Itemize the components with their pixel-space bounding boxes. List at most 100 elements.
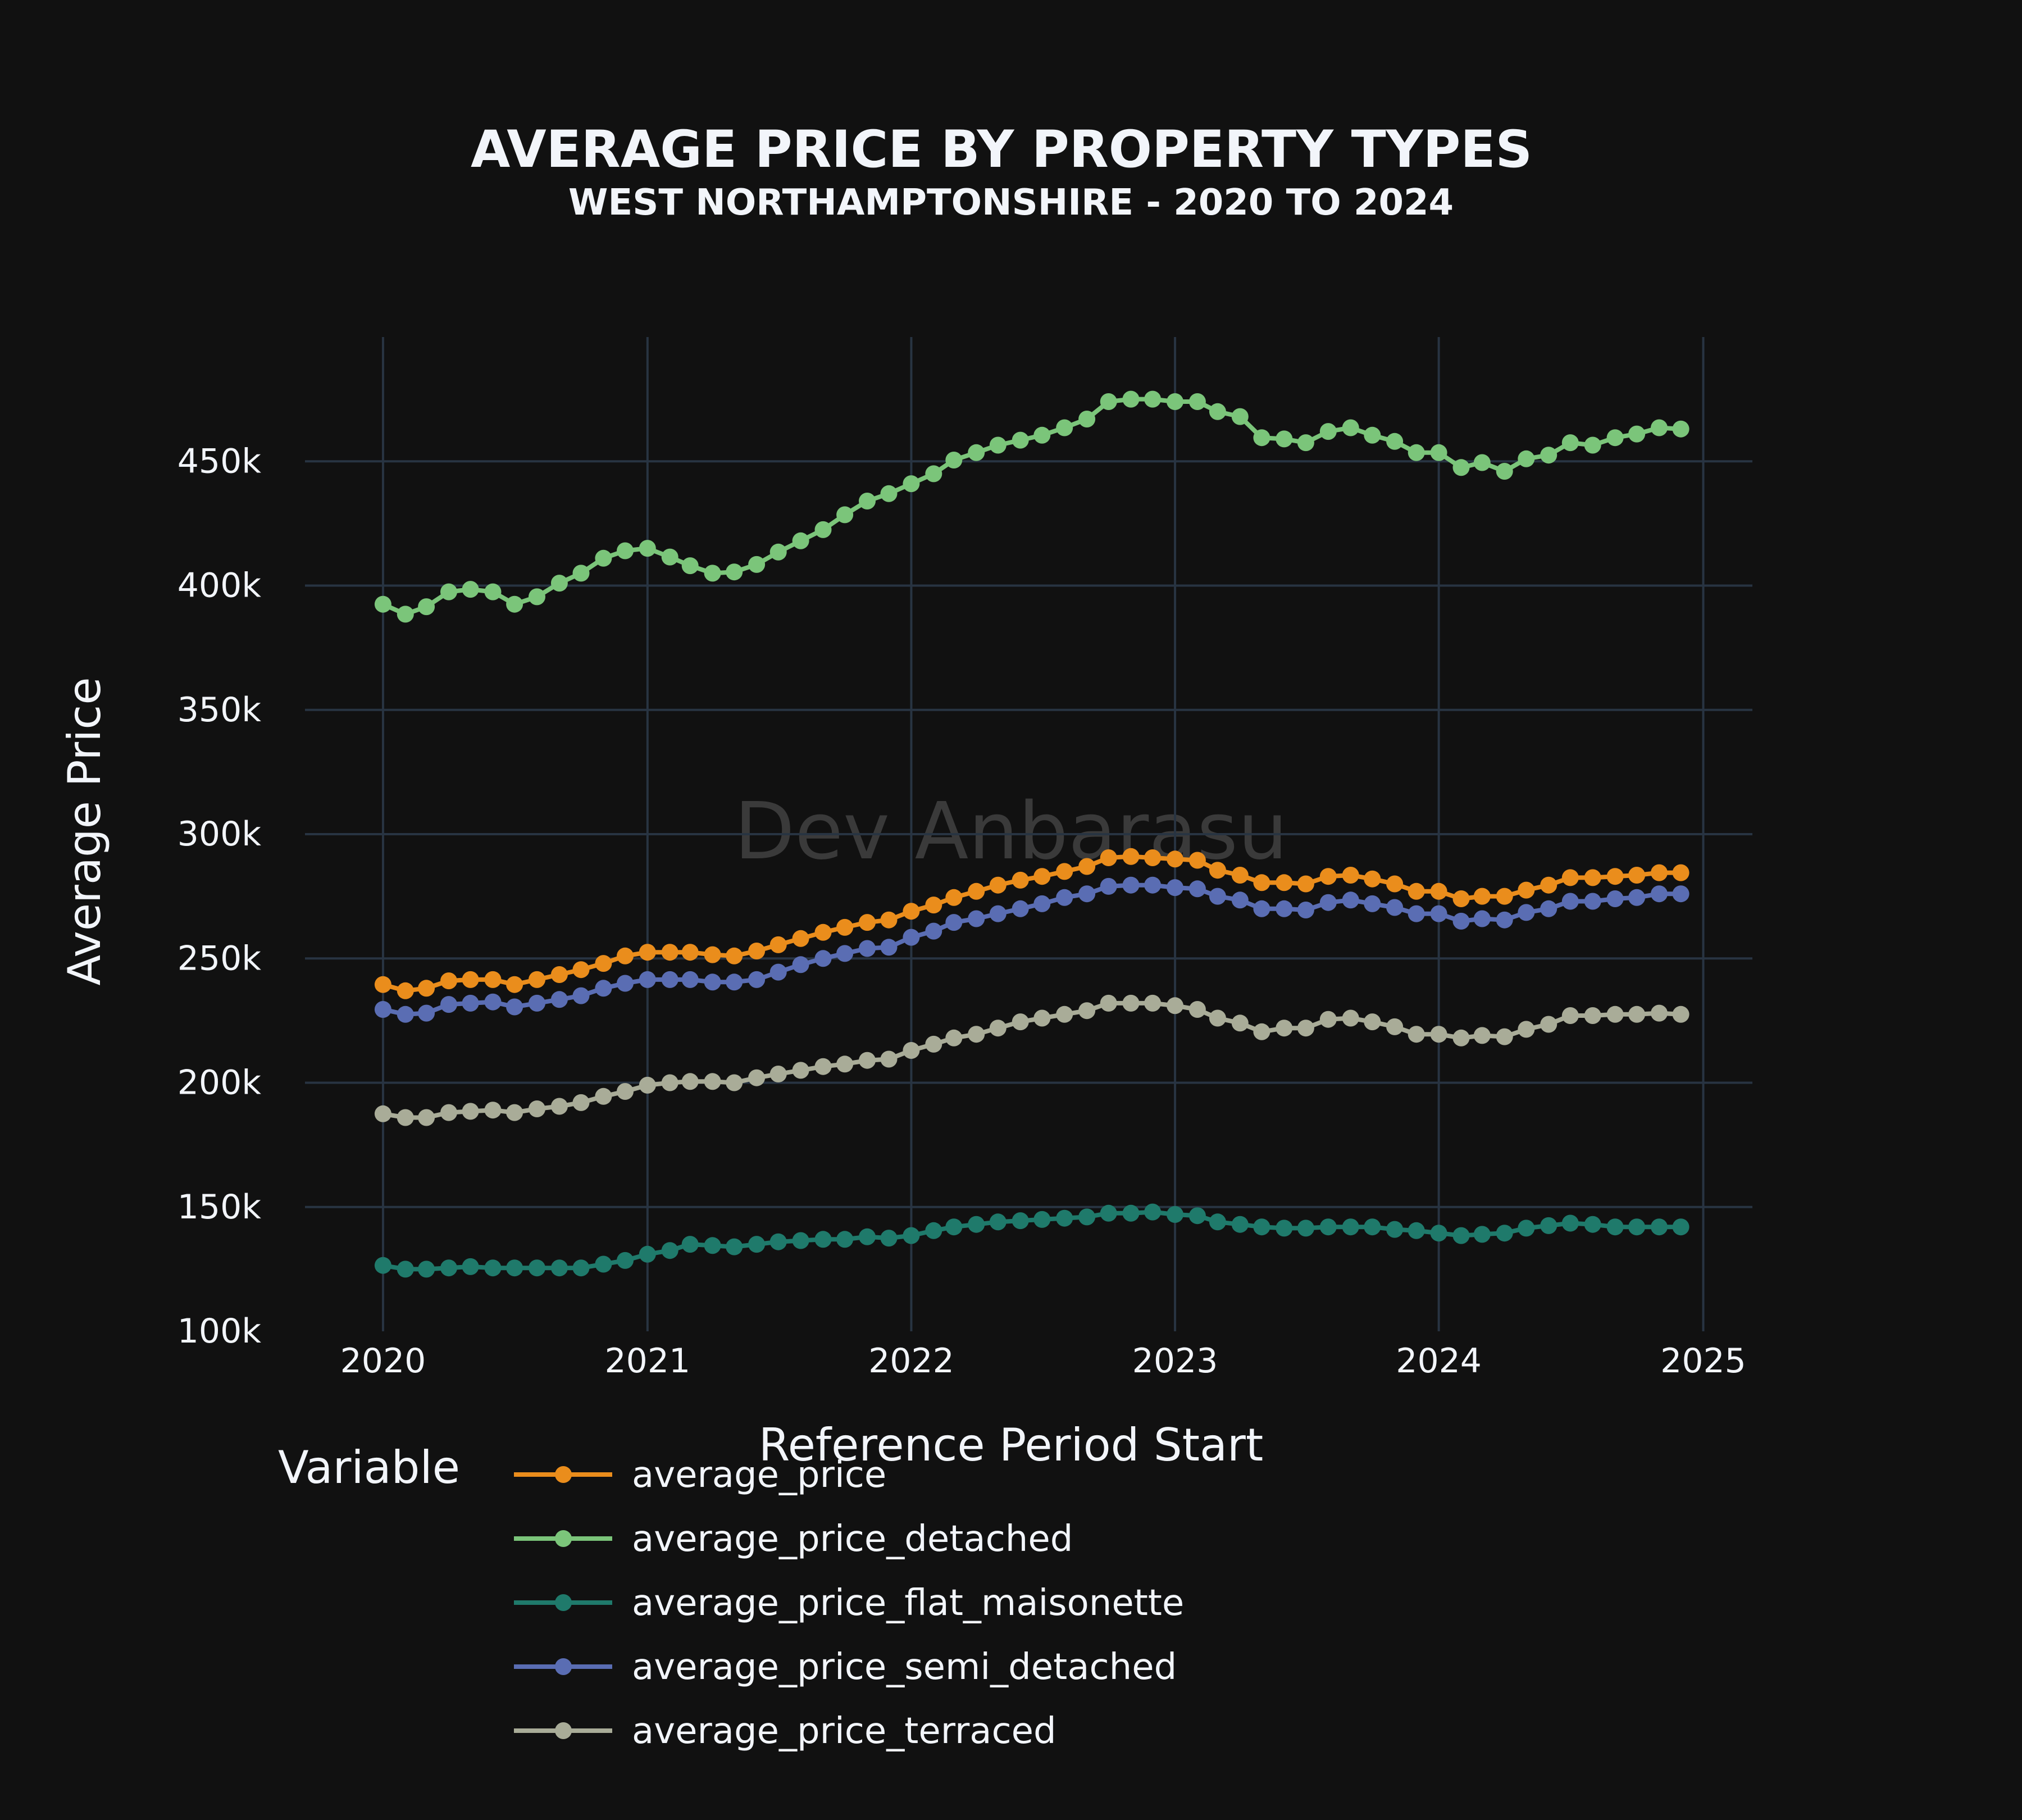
data-point <box>704 1073 721 1090</box>
x-tick-label: 2020 <box>340 1341 426 1381</box>
data-point <box>506 976 523 993</box>
legend-item-average_price_semi_detached[interactable]: average_price_semi_detached <box>514 1646 1177 1688</box>
data-point <box>1253 429 1270 447</box>
data-point <box>1540 447 1558 464</box>
data-point <box>529 994 545 1012</box>
data-point <box>1430 1225 1447 1242</box>
data-point <box>989 1020 1007 1037</box>
data-point <box>880 485 898 502</box>
data-point <box>1209 1213 1226 1231</box>
data-point <box>836 945 854 962</box>
data-point <box>1144 994 1162 1012</box>
data-point <box>506 1104 523 1121</box>
y-tick-label: 350k <box>177 690 262 730</box>
data-point <box>1496 1028 1513 1045</box>
data-point <box>506 595 523 613</box>
data-point <box>1651 864 1668 881</box>
data-point <box>1584 893 1601 910</box>
data-point <box>792 1062 809 1079</box>
legend-item-average_price_terraced[interactable]: average_price_terraced <box>514 1710 1056 1752</box>
data-point <box>989 905 1007 922</box>
data-point <box>1297 902 1314 918</box>
x-tick-label: 2025 <box>1660 1341 1746 1381</box>
data-point <box>945 1218 963 1236</box>
data-point <box>1672 1218 1689 1236</box>
data-point <box>1364 870 1381 888</box>
data-point <box>484 1102 502 1119</box>
data-point <box>1188 1001 1206 1018</box>
legend-title: Variable <box>278 1441 460 1494</box>
data-point <box>1012 900 1029 917</box>
data-point <box>1606 1005 1624 1023</box>
data-point <box>1167 393 1183 410</box>
data-point <box>945 889 963 906</box>
data-point <box>1628 867 1646 884</box>
data-point <box>1651 1004 1668 1022</box>
data-point <box>1408 1026 1425 1043</box>
data-point <box>1276 874 1293 891</box>
data-point <box>1561 893 1579 910</box>
data-point <box>572 1259 590 1277</box>
data-point <box>418 1109 435 1126</box>
data-point <box>681 971 699 988</box>
data-point <box>1408 882 1425 900</box>
data-point <box>1253 874 1270 891</box>
data-point <box>595 549 612 567</box>
legend-label: average_price <box>632 1454 886 1496</box>
data-point <box>397 606 414 623</box>
y-tick-label: 400k <box>177 566 262 606</box>
data-point <box>462 971 479 988</box>
data-point <box>639 540 656 557</box>
data-point <box>1319 423 1337 440</box>
data-point <box>1473 910 1491 927</box>
data-point <box>1188 880 1206 898</box>
data-point <box>1473 1027 1491 1044</box>
legend-item-average_price_detached[interactable]: average_price_detached <box>514 1518 1073 1560</box>
legend-item-average_price[interactable]: average_price <box>514 1454 886 1496</box>
data-point <box>1408 905 1425 922</box>
data-point <box>903 475 920 493</box>
data-point <box>1253 900 1270 917</box>
data-point <box>726 563 743 581</box>
chart-subtitle: WEST NORTHAMPTONSHIRE - 2020 TO 2024 <box>568 182 1454 224</box>
data-point <box>1056 1209 1073 1227</box>
data-point <box>792 1232 809 1249</box>
data-point <box>1100 994 1117 1012</box>
data-point <box>1144 1203 1162 1221</box>
data-point <box>1209 888 1226 905</box>
data-point <box>440 972 457 990</box>
data-point <box>681 557 699 575</box>
data-point <box>769 1233 787 1250</box>
legend-swatch-marker <box>555 1594 572 1611</box>
data-point <box>1078 858 1096 875</box>
data-point <box>1231 1014 1249 1032</box>
data-point <box>681 1236 699 1253</box>
data-point <box>748 1236 766 1253</box>
data-point <box>1033 426 1051 444</box>
data-point <box>440 996 457 1013</box>
data-point <box>1276 430 1293 448</box>
legend-item-average_price_flat_maisonette[interactable]: average_price_flat_maisonette <box>514 1582 1184 1624</box>
data-point <box>925 1035 942 1053</box>
data-point <box>726 947 743 964</box>
data-point <box>1056 889 1073 906</box>
data-point <box>572 565 590 582</box>
data-point <box>1231 891 1249 909</box>
data-point <box>880 939 898 956</box>
data-point <box>1496 1225 1513 1242</box>
data-point <box>704 973 721 991</box>
data-point <box>462 1103 479 1120</box>
data-point <box>1540 900 1558 917</box>
data-point <box>550 966 568 983</box>
series-average_price_flat_maisonette <box>374 1203 1689 1278</box>
data-point <box>1628 1005 1646 1023</box>
data-point <box>1672 1005 1689 1023</box>
data-point <box>1386 875 1404 893</box>
data-point <box>1167 850 1183 868</box>
data-point <box>1628 1218 1646 1236</box>
data-point <box>1452 912 1470 930</box>
data-point <box>1518 1021 1535 1038</box>
data-point <box>1078 1208 1096 1226</box>
data-point <box>925 922 942 940</box>
data-point <box>1364 1013 1381 1031</box>
